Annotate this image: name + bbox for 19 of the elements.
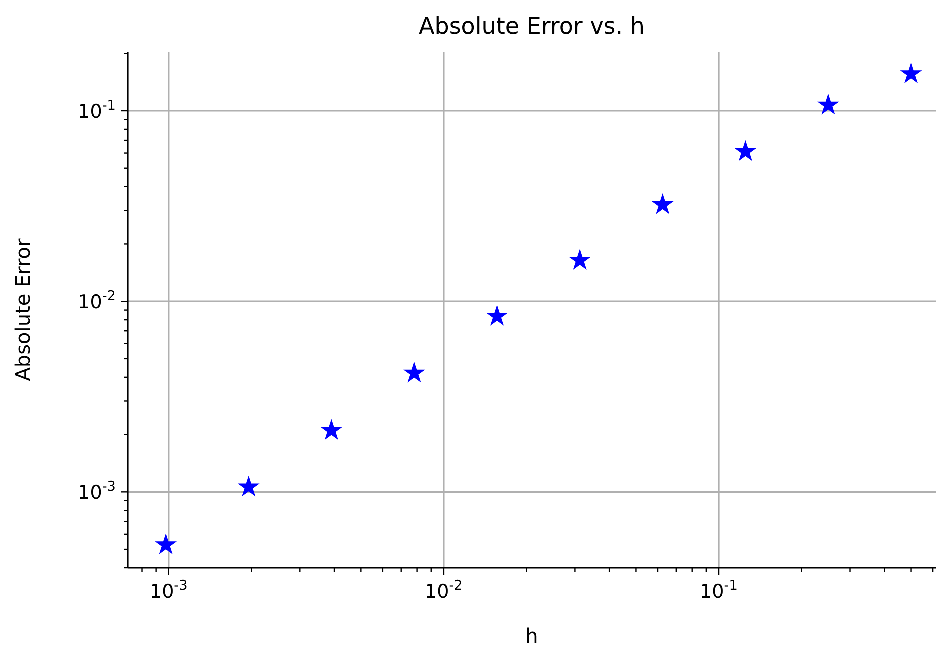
- x-tick-label: 10$^{-1}$: [700, 578, 738, 603]
- point: [322, 420, 342, 440]
- point: [487, 306, 508, 326]
- point: [652, 194, 673, 214]
- x-tick-label: 10$^{-2}$: [425, 578, 463, 603]
- point: [736, 142, 756, 160]
- y-tick-label: 10$^{-2}$: [78, 288, 116, 314]
- x-tick-label: 10$^{-3}$: [150, 578, 188, 603]
- chart-title: Absolute Error vs. h: [418, 14, 646, 40]
- point: [404, 362, 424, 382]
- point: [818, 95, 838, 114]
- point: [238, 476, 259, 496]
- x-axis-title: h: [526, 624, 538, 648]
- y-tick-label: 10$^{-3}$: [78, 479, 116, 504]
- point: [570, 250, 590, 270]
- y-tick-label: 10$^{-1}$: [78, 98, 116, 124]
- y-axis-title: Absolute Error: [11, 238, 35, 382]
- point: [901, 64, 922, 83]
- point: [156, 534, 176, 554]
